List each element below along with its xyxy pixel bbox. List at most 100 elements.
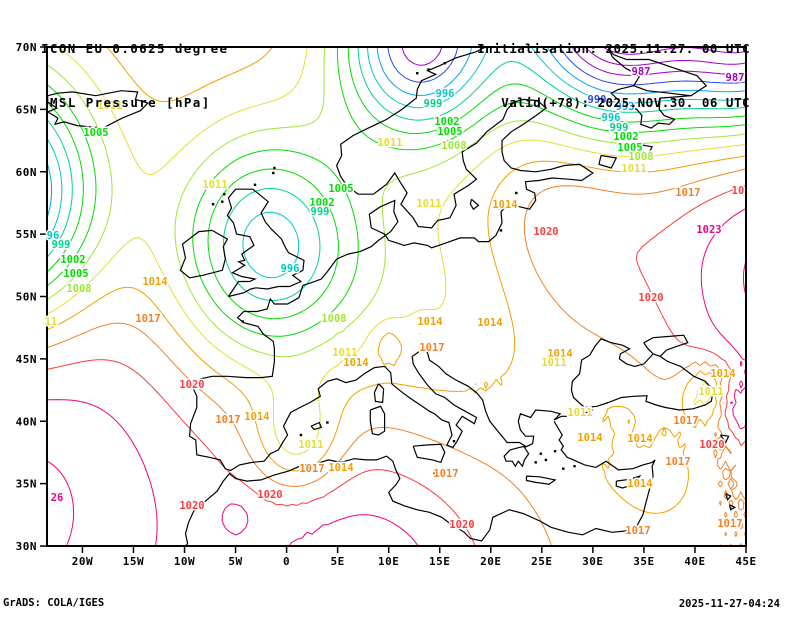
island-speck	[211, 203, 215, 206]
lat-tick-label: 45N	[16, 353, 37, 366]
coastline-path	[179, 229, 229, 279]
lon-tick-label: 30E	[582, 555, 603, 568]
lon-tick-label: 40E	[684, 555, 705, 568]
isobar-label-999: 999	[424, 98, 443, 110]
isobar-984	[584, 47, 746, 66]
isobar-label-1011: 1011	[332, 347, 357, 359]
lat-tick-label: 70N	[16, 41, 37, 54]
isobar-label-996: 996	[436, 88, 455, 100]
lat-tick-label: 55N	[16, 228, 37, 241]
isobar-label-1014: 1014	[577, 432, 602, 444]
isobar-996	[47, 47, 746, 279]
isobar-label-1011: 1011	[202, 179, 227, 191]
isobar-label-1005: 1005	[63, 268, 88, 280]
coastline-path	[720, 434, 730, 444]
isobar-label-1011: 1011	[377, 137, 402, 149]
isobar-contours	[47, 47, 746, 546]
isobar-label-999: 999	[52, 239, 71, 251]
lon-tick-label: 10W	[174, 555, 195, 568]
isobar-label-1002: 1002	[613, 131, 638, 143]
isobar-990	[387, 47, 746, 86]
isobar-label-1002: 1002	[309, 197, 334, 209]
isobar-label-1014: 1014	[547, 348, 572, 360]
isobar-label-1017: 1017	[419, 342, 444, 354]
isobar-label-996: 996	[281, 263, 300, 275]
coastline-path	[188, 47, 714, 472]
isobar-1017	[47, 168, 746, 546]
isobar-label-1002: 1002	[434, 116, 459, 128]
lon-tick-label: 5E	[331, 555, 345, 568]
isobar-label-1005: 1005	[83, 127, 108, 139]
isobar-label-1014: 1014	[343, 357, 368, 369]
island-speck	[273, 166, 276, 170]
initialisation-time: Initialisation: 2025.11.27. 00 UTC	[477, 41, 750, 56]
isobar-label-1017: 1017	[135, 313, 160, 325]
isobar-label-1011: 1011	[416, 198, 441, 210]
isobar-label-993: 993	[616, 101, 635, 113]
coastlines	[47, 47, 737, 546]
grads-credit: GrADS: COLA/IGES	[3, 597, 105, 609]
isobar-label-1011: 1011	[541, 357, 566, 369]
lon-tick-label: 35E	[633, 555, 654, 568]
island-speck	[515, 191, 518, 195]
isobar-label-1017: 1017	[433, 468, 458, 480]
isobar-987	[401, 47, 746, 76]
lat-tick-label: 65N	[16, 103, 37, 116]
isobar-value-labels: 987 9879909939969991002100510081011996999…	[43, 65, 746, 539]
isobar-label-987: 987	[632, 66, 651, 78]
island-speck	[416, 72, 419, 75]
island-speck	[253, 183, 257, 186]
isobar-label-996: 96	[47, 230, 60, 242]
lat-tick-label: 60N	[16, 166, 37, 179]
isobar-label-1017: 1017	[625, 525, 650, 537]
coastline-path	[525, 475, 557, 485]
lon-tick-label: 15W	[123, 555, 144, 568]
isobar-1020	[47, 184, 746, 546]
isobar-label-1017: 1017	[675, 187, 700, 199]
isobar-label-1023: 1023	[696, 224, 721, 236]
axis-labels: 70N 65N 60N 55N 50N 45N 40N 35N 30N 20W 15W 10W 5W 0 5…	[16, 41, 757, 568]
coastline-path	[636, 143, 653, 158]
coastline-path	[643, 334, 689, 357]
title-block: ICON EU 0.0625 degree MSL Pressure [hPa]	[41, 4, 228, 148]
island-speck	[241, 320, 244, 323]
isobar-label-1005: 1005	[437, 126, 462, 138]
isobar-999	[47, 47, 746, 301]
isobar-label-1008: 1008	[321, 313, 346, 325]
isobar-label-1020: 1020	[179, 500, 204, 512]
field-title: MSL Pressure [hPa]	[50, 95, 211, 110]
isobar-993	[47, 47, 746, 218]
isobar-label-1014: 1014	[328, 462, 353, 474]
isobar-label-1011: 1011	[97, 100, 122, 112]
lon-tick-label: 25E	[531, 555, 552, 568]
lat-tick-label: 40N	[16, 415, 37, 428]
island-speck	[223, 193, 226, 196]
isobar-label-1008: 1008	[441, 140, 466, 152]
coastline-path	[610, 85, 691, 129]
isobar-label-999: 999	[610, 122, 629, 134]
isobar-1005	[47, 47, 746, 337]
isobar-label-1014: 1014	[710, 368, 735, 380]
isobar-label-1005: 1005	[328, 183, 353, 195]
isobar-label-1002: 1002	[60, 254, 85, 266]
island-speck	[544, 458, 548, 462]
coastline-path	[729, 504, 737, 511]
island-speck	[534, 461, 537, 464]
isobar-label-1011: 1011	[698, 386, 723, 398]
creation-timestamp: 2025-11-27-04:24	[678, 598, 780, 610]
isobar-label-990: 990	[588, 94, 607, 106]
isobar-label-1014: 1014	[142, 276, 167, 288]
lon-tick-label: 15E	[429, 555, 450, 568]
coastline-path	[310, 421, 323, 431]
run-info-block: Initialisation: 2025.11.27. 00 UTC Valid…	[477, 4, 750, 148]
coastline-path	[725, 493, 732, 502]
isobar-label-1017: 1017	[717, 518, 742, 530]
valid-time: Valid(+78): 2025.NOV.30. 06 UTC	[501, 95, 750, 110]
coastline-path	[412, 443, 446, 464]
isobar-label-1014: 1014	[627, 478, 652, 490]
isobar-label-1011: 1011	[298, 439, 323, 451]
isobar-label-1014: 1014	[244, 411, 269, 423]
island-speck	[272, 171, 275, 175]
